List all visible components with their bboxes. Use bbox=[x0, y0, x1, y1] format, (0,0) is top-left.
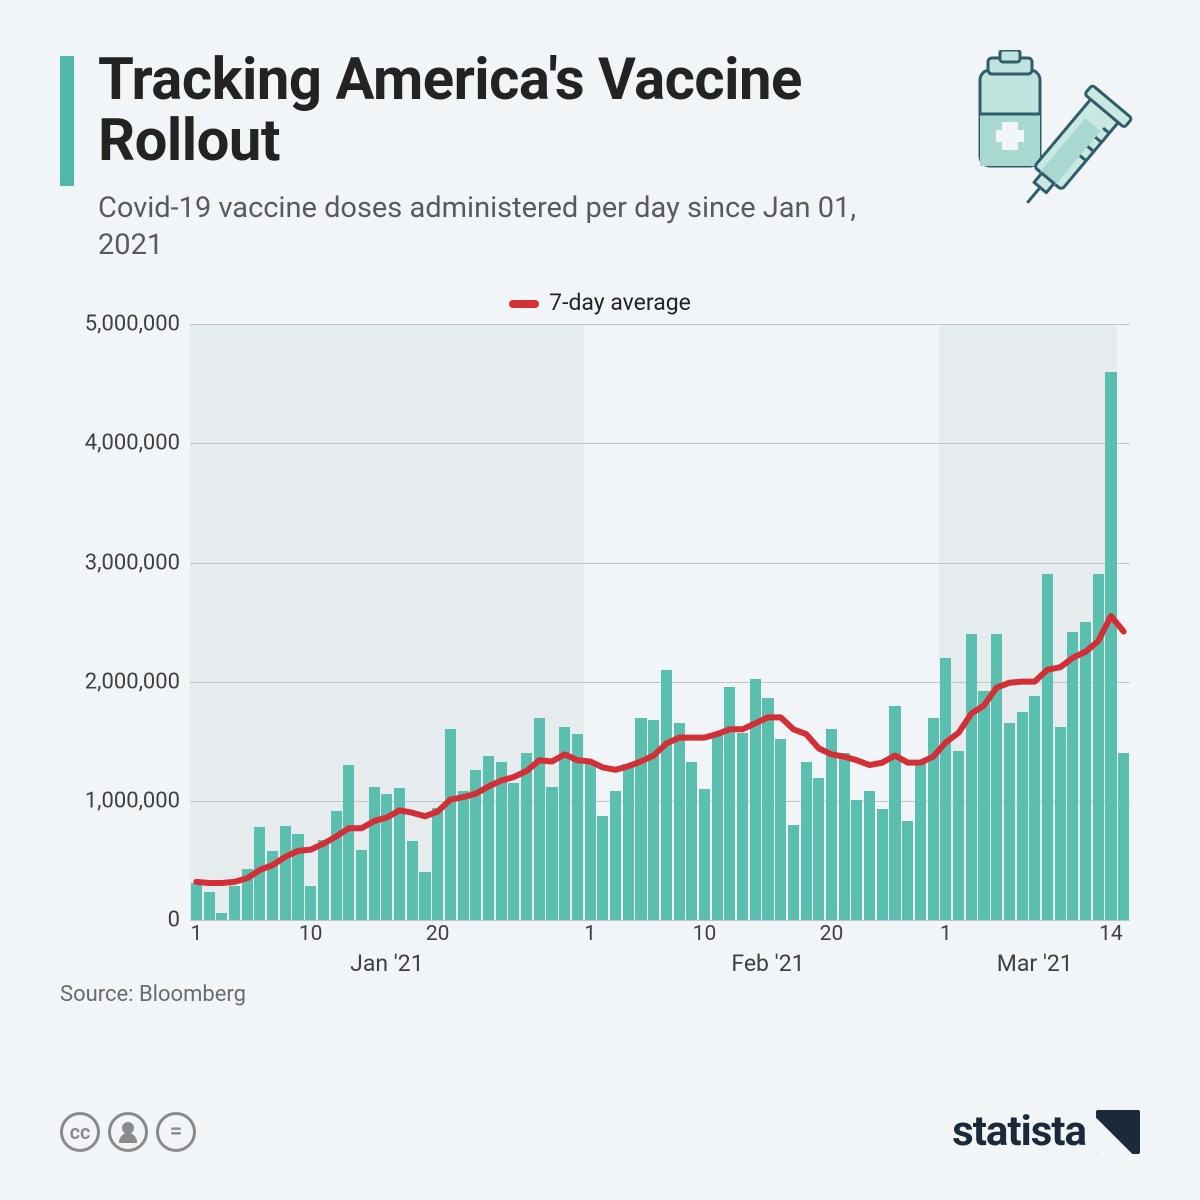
page-subtitle: Covid-19 vaccine doses administered per … bbox=[98, 190, 916, 265]
page-title: Tracking America's Vaccine Rollout bbox=[98, 50, 916, 172]
brand-logo: statista bbox=[952, 1107, 1140, 1156]
nd-icon: = bbox=[156, 1112, 196, 1152]
x-axis-tick: 14 bbox=[1099, 922, 1123, 946]
y-axis-label: 5,000,000 bbox=[85, 312, 180, 337]
license-icons: cc = bbox=[60, 1112, 196, 1152]
avg-line bbox=[196, 616, 1123, 883]
y-axis-label: 2,000,000 bbox=[85, 669, 180, 694]
brand-text: statista bbox=[952, 1107, 1086, 1156]
x-axis-tick: 1 bbox=[940, 922, 952, 946]
y-axis-label: 1,000,000 bbox=[85, 788, 180, 813]
x-axis-tick: 10 bbox=[299, 922, 323, 946]
y-axis-label: 4,000,000 bbox=[85, 431, 180, 456]
x-axis-month: Mar '21 bbox=[997, 950, 1073, 977]
brand-mark-icon bbox=[1096, 1110, 1140, 1154]
cc-icon: cc bbox=[60, 1112, 100, 1152]
x-axis-month: Feb '21 bbox=[731, 950, 804, 977]
accent-bar bbox=[60, 56, 74, 186]
x-axis-tick: 1 bbox=[584, 922, 596, 946]
x-axis-tick: 1 bbox=[190, 922, 202, 946]
x-axis-tick: 20 bbox=[426, 922, 450, 946]
x-axis-month: Jan '21 bbox=[350, 950, 423, 977]
y-axis-label: 3,000,000 bbox=[85, 550, 180, 575]
legend-label: 7-day average bbox=[549, 289, 691, 316]
y-axis-label: 0 bbox=[168, 908, 180, 933]
vaccine-icon bbox=[940, 50, 1140, 210]
legend-line-swatch bbox=[509, 300, 539, 308]
source-text: Source: Bloomberg bbox=[60, 982, 1140, 1007]
chart: 01,000,0002,000,0003,000,0004,000,0005,0… bbox=[60, 324, 1140, 964]
by-icon bbox=[108, 1112, 148, 1152]
x-axis-tick: 20 bbox=[820, 922, 844, 946]
legend: 7-day average bbox=[60, 289, 1140, 316]
x-axis-tick: 10 bbox=[693, 922, 717, 946]
